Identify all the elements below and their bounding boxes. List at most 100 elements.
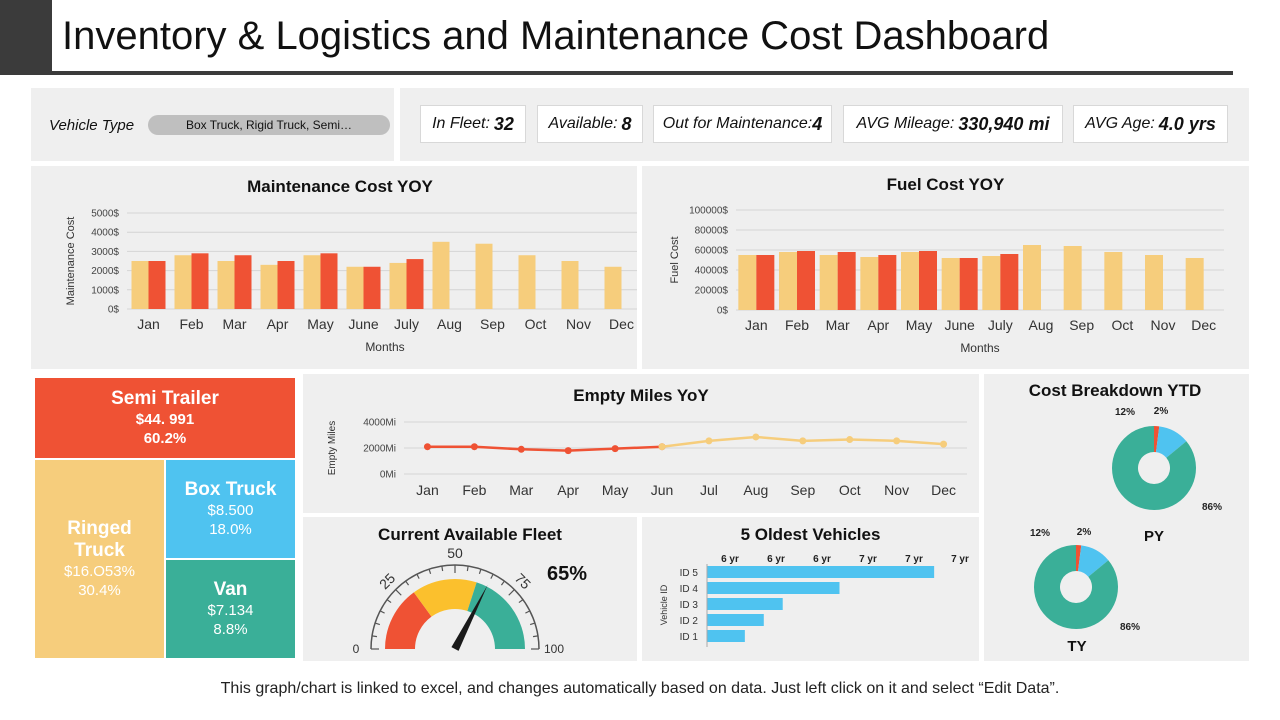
y-tick-label: 20000$	[695, 286, 729, 297]
pie-data-label: 12%	[1030, 528, 1050, 539]
kpi-value: 4	[812, 113, 823, 134]
oldest-title: 5 Oldest Vehicles	[740, 525, 881, 544]
treemap-name: Box Truck	[184, 479, 277, 500]
page-title: Inventory & Logistics and Maintenance Co…	[62, 14, 1050, 58]
kpi-avg-mileage: AVG Mileage: 330,940 mi	[843, 105, 1063, 143]
y-tick-label: ID 2	[680, 616, 699, 627]
treemap-pct: 8.8%	[213, 621, 248, 638]
bar-previous-year	[1185, 258, 1204, 310]
gauge-tick	[532, 635, 539, 638]
kpi-label: Available:	[548, 115, 618, 132]
x-tick-label: Jul	[700, 482, 718, 498]
bar-previous-year	[738, 255, 757, 310]
bar-previous-year	[779, 252, 797, 310]
treemap-ringed-truck[interactable]: Ringed Truck $16.O53% 30.4%	[34, 459, 165, 659]
pie-slice-ty	[1078, 545, 1109, 577]
gauge-tick	[371, 635, 378, 638]
gauge-min-label: 0	[353, 642, 360, 656]
treemap-van[interactable]: Van $7.134 8.8%	[165, 559, 296, 659]
y-tick-label: 0Mi	[380, 470, 396, 481]
y-tick-label: 100000$	[689, 206, 728, 217]
oldest-vehicles-chart[interactable]: 6 yr 6 yr 6 yr 7 yr 7 yr 7 yr ID 5 ID 4 ID 3 ID 2…	[642, 517, 979, 661]
treemap-semi-trailer[interactable]: Semi Trailer $44. 991 60.2%	[34, 377, 296, 459]
gauge-tick	[525, 610, 531, 614]
fuel-cost-chart[interactable]: 0$ 20000$ 40000$ 60000$ 80000$ 100000$ Jan Feb M…	[642, 166, 1249, 369]
x-tick-label: Apr	[557, 482, 579, 498]
maintenance-cost-chart[interactable]: 0$ 1000$ 2000$ 3000$ 4000$ 5000$ Jan Feb Mar Apr M…	[31, 166, 637, 369]
breakdown-panel	[984, 374, 1249, 661]
treemap-value: $44. 991	[135, 411, 195, 428]
gauge-tick	[405, 580, 410, 586]
footer-note: This graph/chart is linked to excel, and…	[220, 680, 1060, 697]
gauge-tick	[466, 565, 469, 572]
cost-breakdown-charts[interactable]: 86% 12% 2% PY 86% 12% 2% TY	[984, 374, 1249, 661]
fleet-gauge[interactable]: 0 100 25 50 75	[303, 517, 637, 661]
x-tick-label: Mar	[222, 316, 246, 332]
data-point	[564, 447, 572, 455]
x-tick-label: June	[944, 317, 975, 333]
x-tick-label: Feb	[462, 482, 486, 498]
empty-miles-chart[interactable]: 0Mi 2000Mi 4000Mi Jan Feb Mar Apr May Jun Jul Aug S…	[303, 374, 979, 513]
gauge-tick	[490, 573, 494, 579]
treemap-box-truck[interactable]: Box Truck $8.500 18.0%	[165, 459, 296, 559]
x-tick-label: Apr	[267, 316, 289, 332]
y-tick-label: 3000$	[91, 247, 119, 258]
kpi-label: AVG Mileage:	[856, 115, 955, 132]
gauge-tick	[508, 589, 515, 596]
y-tick-label: ID 4	[680, 584, 699, 595]
bar-previous-year	[941, 258, 960, 310]
x-tick-label: Nov	[884, 482, 909, 498]
treemap-value: $8.500	[207, 502, 254, 519]
y-tick-label: 4000Mi	[363, 418, 396, 429]
bar-previous-year	[260, 264, 278, 309]
x-tick-label: 6 yr	[721, 554, 739, 565]
x-tick-label: May	[906, 317, 932, 333]
pie-data-label: 12%	[1115, 407, 1135, 418]
treemap-name: Semi Trailer	[111, 388, 219, 409]
bar-previous-year	[982, 256, 1001, 310]
x-tick-label: Sep	[790, 482, 815, 498]
data-point	[940, 440, 948, 448]
bar-previous-year	[131, 261, 149, 309]
vehicle-type-select[interactable]: Box Truck, Rigid Truck, Semi…	[148, 115, 390, 135]
vehicle-age-bar	[707, 630, 745, 642]
data-point	[611, 445, 619, 453]
x-tick-label: Jan	[137, 316, 160, 332]
bar-previous-year	[604, 266, 622, 309]
x-tick-label: 7 yr	[951, 554, 969, 565]
y-axis-title: Maintenance Cost	[65, 217, 77, 306]
bar-current-year	[797, 251, 815, 310]
x-tick-label: Nov	[566, 316, 591, 332]
bar-previous-year	[1063, 246, 1082, 310]
gauge-tick	[379, 610, 385, 614]
bar-current-year	[191, 253, 209, 309]
kpi-label: Out for Maintenance:	[662, 115, 813, 132]
x-tick-label: 7 yr	[859, 554, 877, 565]
x-tick-label: Jan	[745, 317, 768, 333]
gauge-tick	[441, 565, 444, 572]
x-tick-label: Apr	[867, 317, 889, 333]
fleet-gauge-title: Current Available Fleet	[378, 525, 562, 544]
y-axis-title: Vehicle ID	[659, 584, 669, 625]
gauge-tick-label: 50	[447, 545, 463, 561]
gauge-tick-label: 25	[376, 570, 398, 592]
treemap-panel[interactable]: Semi Trailer $44. 991 60.2% Ringed Truck…	[31, 374, 298, 661]
bar-current-year	[148, 261, 166, 309]
bar-current-year	[919, 251, 937, 310]
kpi-available: Available: 8	[537, 105, 643, 143]
gauge-tick	[529, 622, 536, 626]
data-point	[846, 436, 854, 444]
empty-miles-title: Empty Miles YoY	[573, 386, 709, 405]
bar-previous-year	[1145, 255, 1163, 310]
bar-current-year	[959, 258, 978, 310]
bar-previous-year	[475, 243, 493, 309]
treemap-name: Ringed Truck	[67, 518, 132, 561]
bar-current-year	[878, 255, 897, 310]
x-tick-label: Jun	[651, 482, 674, 498]
bar-current-year	[363, 266, 381, 309]
bar-previous-year	[303, 255, 321, 309]
x-tick-label: Feb	[785, 317, 809, 333]
y-tick-label: 5000$	[91, 209, 119, 220]
x-tick-label: Aug	[1029, 317, 1054, 333]
x-axis-title: Months	[960, 341, 999, 355]
